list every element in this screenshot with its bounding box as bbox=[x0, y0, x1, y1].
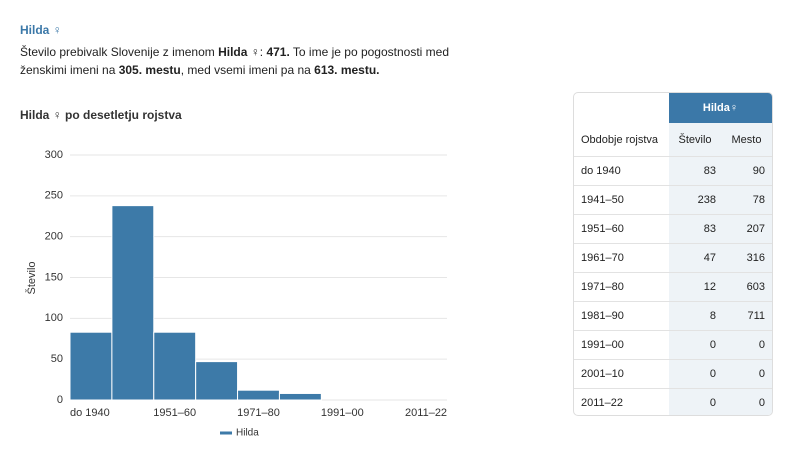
intro-part: Število prebivalk Slovenije z imenom bbox=[20, 45, 219, 59]
x-tick-label: 1991–00 bbox=[321, 407, 364, 419]
x-tick-label: 1971–80 bbox=[237, 407, 280, 419]
count-cell: 0 bbox=[709, 396, 716, 409]
intro-part: 613. mestu. bbox=[314, 63, 380, 77]
rank-cell: 0 bbox=[758, 338, 765, 351]
count-cell: 0 bbox=[709, 338, 716, 351]
y-axis-label: Število bbox=[25, 261, 38, 294]
chart: Hilda ♀ po desetletju rojstva Število 0 5… bbox=[20, 108, 447, 439]
count-cell: 83 bbox=[703, 222, 716, 235]
intro-text: Število prebivalk Slovenije z imenom Hil… bbox=[20, 43, 470, 79]
name-title: Hilda ♀ bbox=[20, 23, 62, 37]
intro-part: , med vsemi imeni pa na bbox=[180, 63, 315, 77]
intro-part: Hilda ♀ bbox=[218, 45, 260, 59]
row-separator bbox=[574, 388, 772, 389]
row-label: 1941–50 bbox=[581, 193, 624, 206]
column-header: Število bbox=[678, 133, 712, 146]
rank-cell: 90 bbox=[752, 164, 765, 177]
bar bbox=[195, 361, 239, 401]
intro-part: To ime je po pogostnosti med ženskimi im… bbox=[20, 45, 450, 77]
row-separator bbox=[574, 243, 772, 244]
row-label: 1951–60 bbox=[581, 222, 624, 235]
intro-part: 305. mestu bbox=[118, 63, 181, 77]
y-tick-label: 200 bbox=[45, 231, 63, 243]
y-tick-label: 300 bbox=[45, 149, 63, 161]
column-header: Obdobje rojstva bbox=[581, 133, 659, 146]
number-columns-bg bbox=[669, 123, 772, 415]
column-header: Mesto bbox=[731, 133, 762, 146]
x-tick-label: 1951–60 bbox=[153, 407, 196, 419]
count-cell: 47 bbox=[703, 251, 716, 264]
bar bbox=[111, 205, 155, 401]
intro-part: : bbox=[259, 45, 267, 59]
bar bbox=[153, 331, 197, 401]
rank-cell: 207 bbox=[746, 222, 765, 235]
y-tick-label: 50 bbox=[51, 353, 63, 365]
legend-label: Hilda bbox=[236, 428, 259, 439]
row-separator bbox=[574, 330, 772, 331]
group-header: Hilda♀ bbox=[669, 93, 772, 123]
rank-cell: 603 bbox=[746, 280, 765, 293]
row-separator bbox=[574, 185, 772, 186]
x-tick-label: 2011–22 bbox=[405, 407, 447, 419]
row-separator bbox=[574, 156, 772, 157]
bar bbox=[69, 331, 113, 401]
y-tick-label: 100 bbox=[45, 312, 63, 324]
row-label: 2001–10 bbox=[581, 367, 624, 380]
intro-part: 471. bbox=[266, 45, 290, 59]
row-separator bbox=[574, 301, 772, 302]
row-label: 1981–90 bbox=[581, 309, 624, 322]
count-cell: 0 bbox=[709, 367, 716, 380]
rank-cell: 78 bbox=[752, 193, 765, 206]
row-separator bbox=[574, 272, 772, 273]
row-label: do 1940 bbox=[581, 164, 621, 177]
row-label: 1961–70 bbox=[581, 251, 624, 264]
count-cell: 8 bbox=[709, 309, 716, 322]
rank-cell: 711 bbox=[747, 309, 765, 322]
count-cell: 238 bbox=[697, 193, 716, 206]
rank-cell: 0 bbox=[758, 367, 765, 380]
bar bbox=[237, 389, 280, 401]
row-separator bbox=[574, 214, 772, 215]
x-tick-label: do 1940 bbox=[70, 407, 110, 419]
rank-cell: 316 bbox=[746, 251, 765, 264]
bar bbox=[278, 392, 322, 401]
table: Hilda♀ Obdobje rojstva Število Mesto do 1940… bbox=[573, 92, 773, 416]
row-separator bbox=[574, 359, 772, 360]
row-label: 2011–22 bbox=[581, 396, 624, 409]
count-cell: 12 bbox=[703, 280, 716, 293]
chart-title: Hilda ♀ po desetletju rojstva bbox=[20, 108, 182, 122]
row-label: 1991–00 bbox=[581, 338, 624, 351]
y-tick-label: 250 bbox=[45, 190, 63, 202]
rank-cell: 0 bbox=[758, 396, 765, 409]
y-tick-label: 0 bbox=[57, 394, 63, 406]
y-tick-label: 150 bbox=[45, 271, 63, 283]
row-label: 1971–80 bbox=[581, 280, 624, 293]
count-cell: 83 bbox=[703, 164, 716, 177]
